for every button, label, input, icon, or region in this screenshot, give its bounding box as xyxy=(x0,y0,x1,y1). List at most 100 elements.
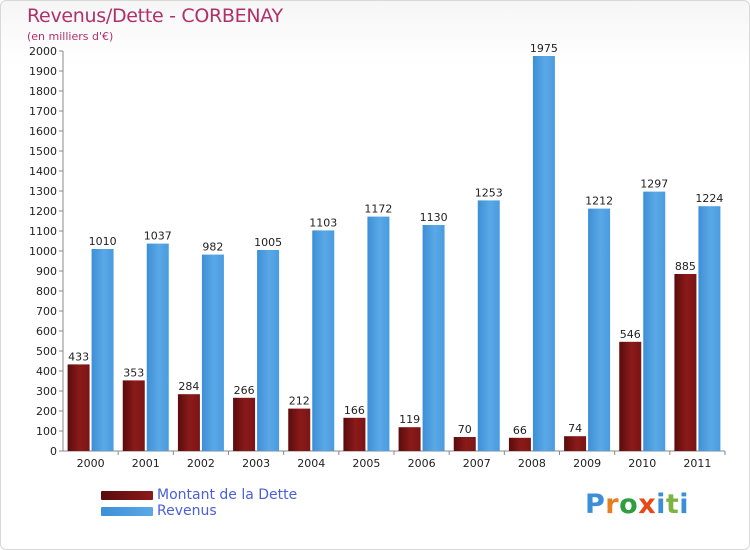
bar-label-revenue: 1103 xyxy=(309,216,337,229)
bar-revenue xyxy=(422,225,445,451)
bar-label-debt: 885 xyxy=(675,260,696,273)
x-tick-label: 2010 xyxy=(628,457,656,470)
bar-revenue xyxy=(257,250,280,451)
y-tick-label: 1400 xyxy=(29,165,57,178)
bar-labels: 433 1010 353 1037 284 982 266 1005 212 1103 166 117… xyxy=(68,42,723,437)
bar-label-revenue: 1172 xyxy=(364,203,392,216)
bar-label-revenue: 1037 xyxy=(144,230,172,243)
bar-label-revenue: 1224 xyxy=(695,192,723,205)
logo-letter: t xyxy=(665,489,680,520)
y-tick-label: 1600 xyxy=(29,125,57,138)
bar-label-debt: 119 xyxy=(399,413,420,426)
y-tick-label: 100 xyxy=(36,425,57,438)
y-tick-label: 200 xyxy=(36,405,57,418)
bar-debt xyxy=(508,437,531,451)
y-tick-label: 700 xyxy=(36,305,57,318)
y-tick-label: 1800 xyxy=(29,85,57,98)
logo-letter: i xyxy=(679,489,690,520)
y-tick-label: 0 xyxy=(50,445,57,458)
logo-letter: i xyxy=(656,489,666,520)
x-tick-label: 2000 xyxy=(77,457,105,470)
bar-label-debt: 166 xyxy=(344,404,365,417)
logo-letter: P xyxy=(585,489,606,520)
x-tick-label: 2001 xyxy=(132,457,160,470)
y-tick-label: 1900 xyxy=(29,65,57,78)
legend-label-revenue: Revenus xyxy=(157,503,217,519)
bar-label-revenue: 1010 xyxy=(89,235,117,248)
y-tick-label: 400 xyxy=(36,365,57,378)
bar-debt xyxy=(674,274,697,451)
legend-swatch-revenue xyxy=(101,507,153,516)
bar-revenue xyxy=(312,230,335,451)
chart-title: Revenus/Dette - CORBENAY xyxy=(27,5,283,27)
bar-label-debt: 70 xyxy=(458,423,472,436)
bar-label-revenue: 1297 xyxy=(640,178,668,191)
x-tick-label: 2009 xyxy=(573,457,601,470)
bar-label-revenue: 1212 xyxy=(585,195,613,208)
bar-label-debt: 66 xyxy=(513,424,527,437)
proxiti-logo: Proxiti xyxy=(585,489,689,520)
bar-debt xyxy=(453,437,476,451)
bar-label-revenue: 982 xyxy=(202,241,223,254)
bar-label-debt: 284 xyxy=(178,380,199,393)
axes: 0 100 200 300 400 500 600 700 800 900 1000 1100 1200… xyxy=(29,45,726,470)
bar-revenue xyxy=(698,206,721,451)
bar-label-debt: 212 xyxy=(289,395,310,408)
logo-letter: o xyxy=(619,489,639,520)
bar-debt xyxy=(288,408,311,451)
y-tick-label: 300 xyxy=(36,385,57,398)
logo-letter: x xyxy=(638,489,657,520)
x-tick-label: 2006 xyxy=(408,457,436,470)
bar-label-revenue: 1975 xyxy=(530,42,558,55)
bar-label-debt: 266 xyxy=(234,384,255,397)
x-tick-label: 2005 xyxy=(352,457,380,470)
bar-revenue xyxy=(367,216,390,451)
bar-debt xyxy=(233,397,256,451)
y-tick-label: 1300 xyxy=(29,185,57,198)
bar-label-debt: 74 xyxy=(568,422,582,435)
y-tick-label: 1200 xyxy=(29,205,57,218)
bars xyxy=(67,56,721,451)
bar-revenue xyxy=(146,243,169,451)
y-tick-label: 500 xyxy=(36,345,57,358)
y-tick-label: 1500 xyxy=(29,145,57,158)
x-tick-label: 2004 xyxy=(297,457,325,470)
bar-revenue xyxy=(201,254,224,451)
bar-debt xyxy=(564,436,587,451)
bar-debt xyxy=(177,394,200,451)
chart-subtitle: (en milliers d'€) xyxy=(27,30,114,43)
x-tick-label: 2003 xyxy=(242,457,270,470)
bar-revenue xyxy=(643,191,666,451)
y-tick-label: 1100 xyxy=(29,225,57,238)
y-tick-label: 900 xyxy=(36,265,57,278)
x-tick-label: 2008 xyxy=(518,457,546,470)
legend-label-debt: Montant de la Dette xyxy=(157,487,298,503)
bar-debt xyxy=(122,380,145,451)
bar-debt xyxy=(67,364,90,451)
bar-revenue xyxy=(91,249,114,451)
legend-swatch-debt xyxy=(101,491,153,500)
y-tick-label: 2000 xyxy=(29,45,57,58)
bar-label-debt: 353 xyxy=(123,366,144,379)
logo-letter: r xyxy=(605,489,620,520)
bar-debt xyxy=(398,427,421,451)
bar-revenue xyxy=(588,208,611,451)
y-tick-label: 800 xyxy=(36,285,57,298)
bar-label-debt: 546 xyxy=(620,328,641,341)
y-tick-label: 1000 xyxy=(29,245,57,258)
bar-label-debt: 433 xyxy=(68,350,89,363)
x-tick-label: 2007 xyxy=(463,457,491,470)
y-tick-label: 600 xyxy=(36,325,57,338)
bar-revenue xyxy=(532,56,555,451)
bar-revenue xyxy=(477,200,500,451)
bar-label-revenue: 1253 xyxy=(475,186,503,199)
x-tick-label: 2002 xyxy=(187,457,215,470)
bar-label-revenue: 1005 xyxy=(254,236,282,249)
x-tick-label: 2011 xyxy=(683,457,711,470)
bar-debt xyxy=(619,341,642,451)
bar-debt xyxy=(343,417,366,451)
y-tick-label: 1700 xyxy=(29,105,57,118)
bar-label-revenue: 1130 xyxy=(420,211,448,224)
